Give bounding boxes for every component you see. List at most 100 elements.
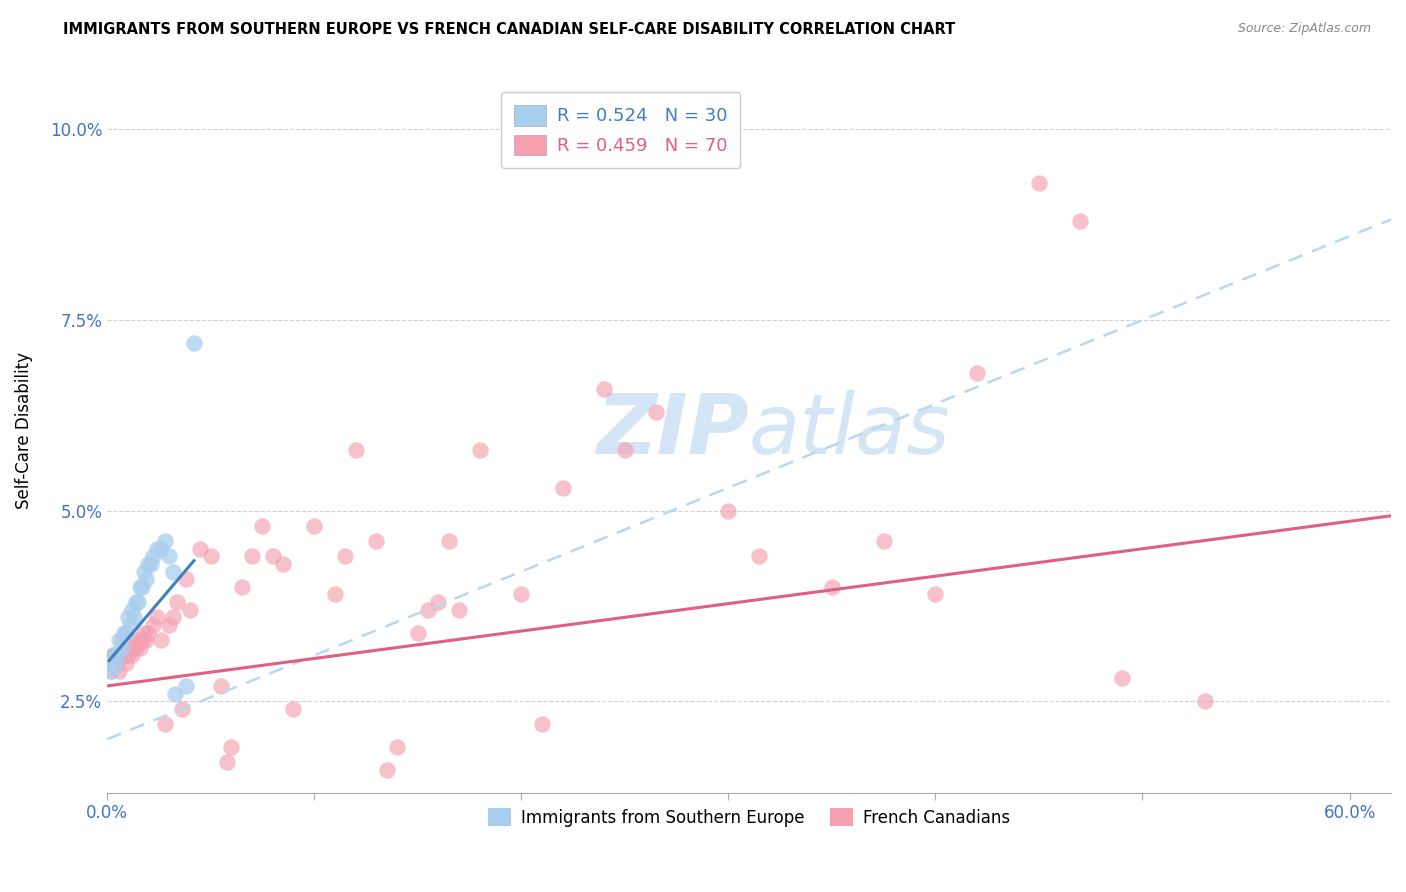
Point (138, 625, 160, 640)
Point (149, 633, 172, 648)
Point (108, 664, 131, 678)
Point (166, 595, 188, 609)
Point (142, 549, 165, 564)
Point (153, 717, 176, 731)
Point (1111, 671, 1133, 685)
Point (98, 656, 121, 670)
Y-axis label: Self-Care Disability: Self-Care Disability (15, 352, 32, 509)
Point (105, 656, 128, 670)
Point (174, 679, 197, 693)
Point (170, 702, 193, 716)
Point (252, 519, 274, 533)
Point (283, 702, 305, 716)
Point (375, 763, 398, 777)
Point (162, 565, 184, 579)
Point (179, 603, 201, 617)
Point (209, 679, 232, 693)
Point (117, 648, 139, 663)
Point (437, 534, 460, 549)
Point (103, 648, 125, 663)
Text: IMMIGRANTS FROM SOUTHERN EUROPE VS FRENCH CANADIAN SELF-CARE DISABILITY CORRELAT: IMMIGRANTS FROM SOUTHERN EUROPE VS FRENC… (63, 22, 956, 37)
Point (406, 625, 429, 640)
Point (110, 633, 132, 648)
Point (118, 618, 141, 632)
Point (145, 610, 167, 624)
Text: Source: ZipAtlas.com: Source: ZipAtlas.com (1237, 22, 1371, 36)
Point (129, 580, 152, 594)
Point (593, 382, 616, 396)
Point (162, 610, 184, 624)
Point (271, 557, 294, 571)
Point (100, 664, 122, 678)
Point (138, 557, 160, 571)
Point (165, 687, 187, 701)
Point (131, 633, 153, 648)
Point (613, 442, 636, 457)
Point (188, 541, 211, 556)
Point (231, 580, 253, 594)
Point (98, 656, 121, 670)
Point (108, 633, 131, 648)
Point (240, 549, 263, 564)
Point (122, 640, 145, 655)
Point (104, 648, 127, 663)
Point (100, 664, 122, 678)
Point (644, 404, 666, 418)
Point (105, 648, 128, 663)
Point (118, 633, 141, 648)
Point (125, 595, 148, 609)
Text: ZIP: ZIP (596, 390, 749, 471)
Point (200, 549, 222, 564)
Point (468, 442, 491, 457)
Legend: Immigrants from Southern Europe, French Canadians: Immigrants from Southern Europe, French … (479, 799, 1018, 835)
Point (217, 755, 239, 769)
Point (157, 618, 180, 632)
Point (366, 534, 388, 549)
Point (872, 534, 894, 549)
Point (449, 603, 471, 617)
Point (183, 335, 205, 350)
Point (114, 656, 136, 670)
Point (149, 541, 172, 556)
Point (427, 595, 450, 609)
Point (117, 610, 139, 624)
Point (385, 739, 408, 754)
Point (103, 648, 125, 663)
Point (821, 580, 844, 594)
Point (121, 603, 143, 617)
Point (416, 603, 439, 617)
Point (145, 541, 167, 556)
Point (122, 610, 145, 624)
Point (127, 633, 149, 648)
Point (219, 739, 242, 754)
Point (302, 519, 325, 533)
Point (135, 633, 157, 648)
Point (344, 442, 367, 457)
Point (114, 625, 136, 640)
Point (717, 503, 740, 517)
Point (112, 625, 135, 640)
Point (530, 717, 553, 731)
Point (1069, 214, 1091, 228)
Point (104, 656, 127, 670)
Point (924, 587, 946, 601)
Point (112, 648, 135, 663)
Point (139, 557, 162, 571)
Point (262, 549, 284, 564)
Point (121, 648, 143, 663)
Point (127, 595, 149, 609)
Point (335, 549, 357, 564)
Point (551, 481, 574, 495)
Text: atlas: atlas (749, 390, 950, 471)
Point (125, 640, 148, 655)
Point (323, 587, 346, 601)
Point (1194, 694, 1216, 708)
Point (748, 549, 770, 564)
Point (134, 565, 156, 579)
Point (157, 549, 180, 564)
Point (510, 587, 533, 601)
Point (135, 572, 157, 586)
Point (129, 640, 152, 655)
Point (1028, 176, 1050, 190)
Point (110, 640, 132, 655)
